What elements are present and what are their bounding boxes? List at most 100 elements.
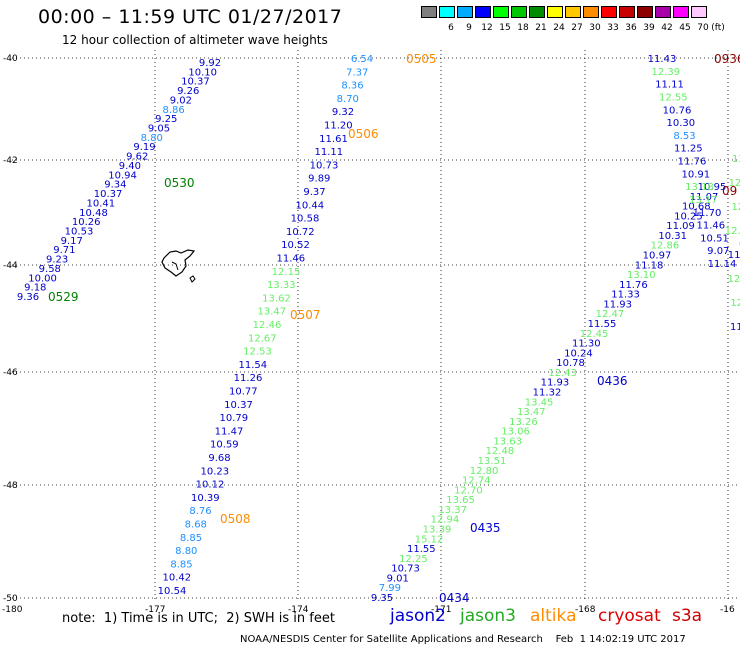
- legend-swatch: [673, 6, 689, 18]
- swh-value: 9.19: [133, 142, 155, 153]
- swh-value: 11.18: [635, 260, 664, 271]
- chart-subtitle: 12 hour collection of altimeter wave hei…: [62, 33, 328, 47]
- legend-swatch: [601, 6, 617, 18]
- swh-value: 11.11: [655, 80, 684, 91]
- swh-value: 10.73: [391, 564, 420, 575]
- legend-swatch: [619, 6, 635, 18]
- longitude-label: -180: [2, 605, 23, 615]
- swh-value: 10.51: [700, 233, 729, 244]
- swh-value: 9.01: [387, 573, 409, 584]
- swh-value: 9.62: [126, 152, 148, 163]
- legend-swatch: [421, 6, 437, 18]
- swh-value: 13.18: [685, 182, 714, 193]
- swh-value: 11.14: [708, 259, 737, 270]
- swh-value: 13.65: [446, 495, 475, 506]
- swh-value: 12.: [731, 202, 740, 213]
- swh-value: 8.86: [162, 105, 184, 116]
- legend-label: 15: [499, 23, 511, 33]
- swh-value: 13.10: [627, 270, 656, 281]
- swh-value: 12.45: [580, 329, 609, 340]
- swh-value: 9.34: [104, 180, 126, 191]
- swh-value: 13.39: [423, 525, 452, 536]
- swh-value: 13.37: [438, 505, 467, 516]
- swh-value: 11.32: [533, 388, 562, 399]
- track-time-label: 0505: [406, 52, 437, 66]
- swh-value: 12.94: [431, 515, 460, 526]
- satellite-cryosat: cryosat: [598, 606, 661, 626]
- swh-value: 11.11: [314, 147, 343, 158]
- swh-value: 11.76: [619, 280, 648, 291]
- swh-value: 7.99: [379, 583, 401, 594]
- swh-value: 9.92: [199, 58, 221, 69]
- swh-value: 11.09: [666, 221, 695, 232]
- track-time-label: 0936: [714, 52, 740, 66]
- swh-value: 10.44: [295, 200, 324, 211]
- legend-label: 21: [535, 23, 547, 33]
- swh-value: 12.3: [729, 178, 740, 189]
- legend-unit: (ft): [711, 23, 725, 33]
- legend-label: 18: [517, 23, 529, 33]
- swh-value: 9.02: [170, 95, 192, 106]
- swh-value: 11.26: [234, 373, 263, 384]
- swh-value: 10.79: [219, 413, 248, 424]
- swh-value: 10.42: [162, 573, 191, 584]
- legend-label: 45: [679, 23, 691, 33]
- swh-value: 11.55: [407, 544, 436, 555]
- longitude-label: -177: [145, 605, 165, 615]
- swh-value: 8.85: [170, 559, 192, 570]
- swh-value: 12.46: [253, 320, 282, 331]
- swh-value: 9.07: [707, 246, 729, 257]
- swh-value: 10.72: [286, 227, 315, 238]
- swh-value: 13.06: [501, 427, 530, 438]
- longitude-label: -171: [431, 605, 451, 615]
- swh-value: 12.70: [454, 485, 483, 496]
- swh-value: 9.26: [177, 86, 199, 97]
- swh-value: 12.15: [272, 267, 301, 278]
- swh-value: 10.54: [158, 586, 187, 597]
- time-label-0506: 0506: [348, 127, 379, 141]
- track-0505: 6.54 7.37 8.36 8.70 9.32 11.20 11.61 11.11 10.73…: [158, 52, 437, 597]
- swh-value: 11.7: [728, 250, 740, 261]
- satellite-altika: altika: [530, 606, 577, 626]
- swh-value: 11.43: [648, 54, 677, 65]
- swh-value: 9.36: [17, 292, 39, 303]
- longitude-label: -16: [720, 605, 735, 615]
- altimeter-tracks: 9.9210.1010.379.269.028.869.259.058.809.…: [17, 52, 740, 605]
- latitude-label: -48: [3, 481, 18, 491]
- swh-value: 10.59: [210, 440, 239, 451]
- swh-value: 10.48: [79, 208, 108, 219]
- swh-value: 9.58: [39, 264, 61, 275]
- swh-value: 10.77: [229, 387, 258, 398]
- swh-value: 10.12: [196, 480, 225, 491]
- swh-value: 9.25: [155, 114, 177, 125]
- swh-value: 10.10: [188, 67, 217, 78]
- legend-swatch: [457, 6, 473, 18]
- swh-value: 13.51: [478, 456, 507, 467]
- latitude-label: -42: [3, 156, 18, 166]
- map-axis-labels: -40 -42 -44 -46 -48 -50-180 -177 -174 -171 -168 -1…: [2, 54, 735, 615]
- swh-value: 10.68: [682, 202, 711, 213]
- swh-value: 11.07: [690, 192, 719, 203]
- swh-value: 8.80: [175, 546, 197, 557]
- swh-value: 10.37: [224, 400, 253, 411]
- latitude-label: -50: [3, 594, 18, 604]
- legend-swatch: [493, 6, 509, 18]
- legend-label: 27: [571, 23, 583, 33]
- legend-label: 39: [643, 23, 655, 33]
- swh-value: 10.41: [86, 198, 115, 209]
- swh-value: 10.73: [310, 160, 339, 171]
- swh-value: 10.26: [72, 217, 101, 228]
- swh-value: 9.37: [303, 187, 325, 198]
- swh-value: 13.17: [689, 195, 718, 206]
- legend-label: 30: [589, 23, 601, 33]
- track-time-label: 0434: [439, 591, 470, 605]
- chatham-islands: [161, 249, 196, 283]
- swh-value: 9.89: [308, 174, 330, 185]
- legend-label: 6: [448, 23, 454, 33]
- swh-value: 10.91: [681, 169, 710, 180]
- swh-value: 13.47: [517, 407, 546, 418]
- legend-label: 33: [607, 23, 619, 33]
- chart-title: 00:00 – 11:59 UTC 01/27/2017: [38, 6, 343, 28]
- swh-value: 12.39: [651, 67, 680, 78]
